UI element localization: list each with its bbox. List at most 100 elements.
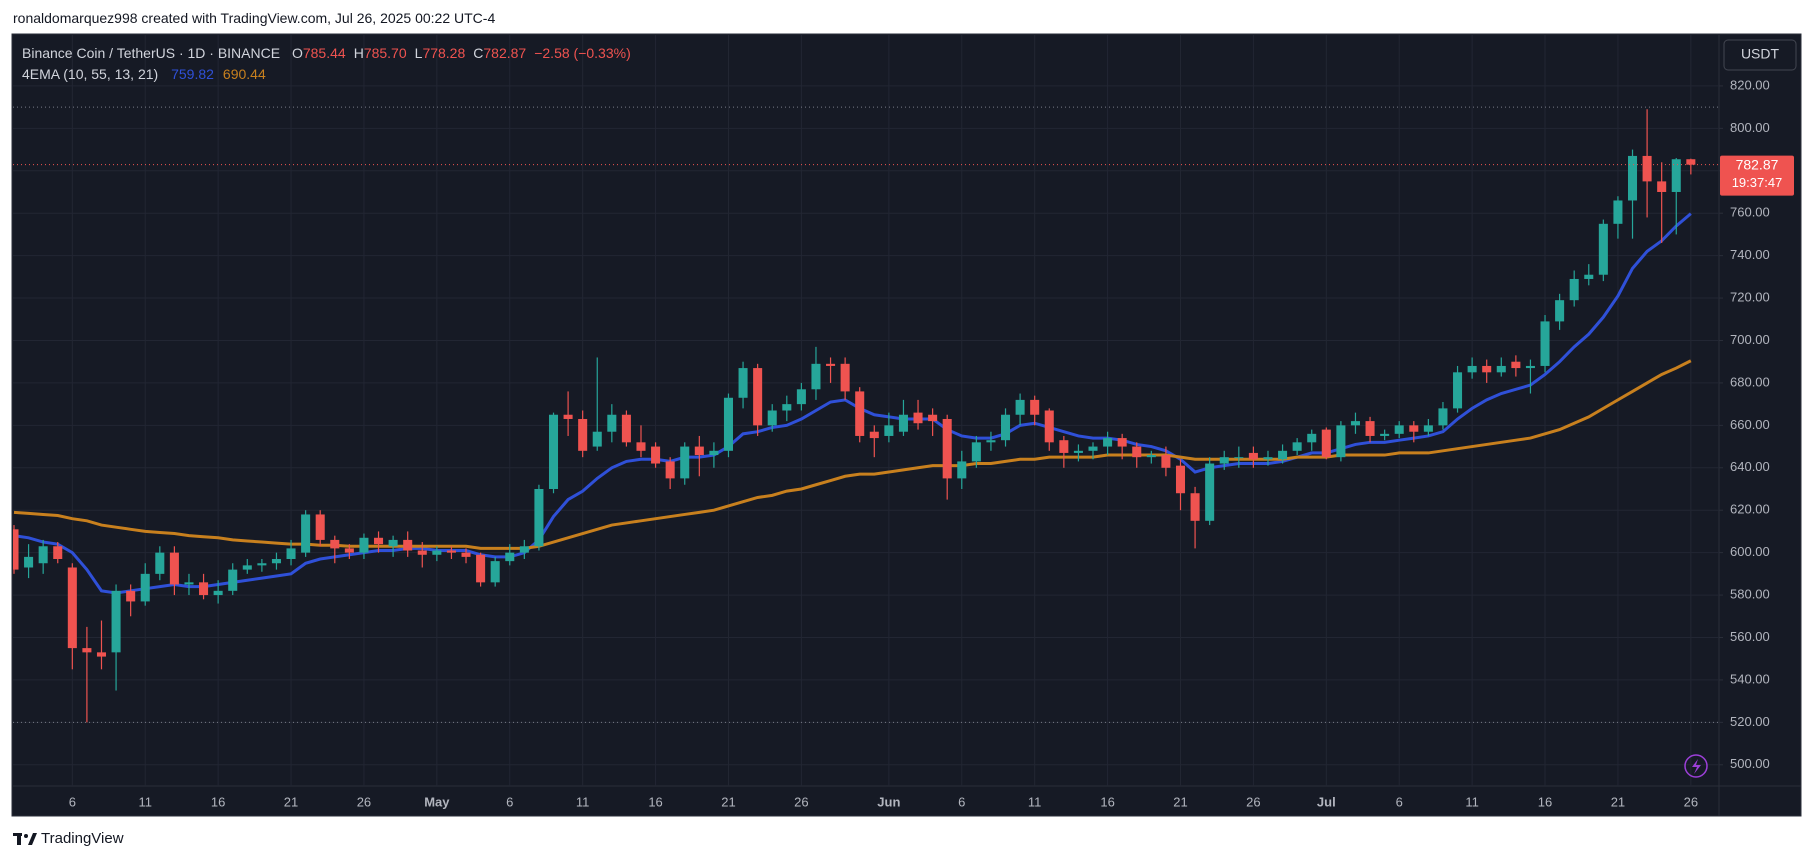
candle-body [986,440,996,443]
candle-body [928,414,938,422]
candle-body [1584,274,1594,279]
x-tick-label: 21 [721,794,735,809]
candle-body [1292,442,1302,451]
header: ronaldomarquez998 created with TradingVi… [13,10,496,26]
candle-body [169,552,179,585]
candle-body [1146,455,1156,458]
candle-body [1555,300,1565,322]
y-tick-label: 640.00 [1730,459,1770,474]
ohlc-value: 782.87 [483,45,527,61]
alert-icon[interactable] [1684,754,1708,778]
candle-body [680,446,690,479]
candle-body [1248,452,1258,460]
candle-body [1190,493,1200,521]
candle-body [111,590,121,653]
y-tick-label: 580.00 [1730,587,1770,602]
candle-body [1103,438,1113,447]
candle-body [782,404,792,411]
candle-body [738,368,748,398]
candle-body [1540,321,1550,366]
y-tick-label: 620.00 [1730,502,1770,517]
indicator-value: 690.44 [222,66,266,82]
x-tick-label: 11 [576,794,590,809]
axes: 500.00 520.00 540.00 560.00 580.00 600.00 620.… [69,77,1794,809]
candle-body [403,539,413,551]
candle-body [1059,440,1069,453]
x-tick-label: 6 [1396,794,1403,809]
candle-body [301,514,311,553]
legend-main: Binance Coin / TetherUS · 1D · BINANCE O… [22,45,633,61]
candle-body [563,414,573,419]
candle-body [796,389,806,405]
candle-body [1613,200,1623,224]
candle-body [1161,455,1171,468]
candle-body [898,414,908,432]
candle-body [1263,457,1273,460]
candle-body [1365,421,1375,436]
x-tick-label: 16 [1100,794,1114,809]
candle-body [811,363,821,390]
x-tick-label: Jul [1317,794,1336,809]
countdown-label: 19:37:47 [1732,175,1783,190]
x-tick-label: 6 [958,794,965,809]
candle-body [13,529,19,570]
candle-body [53,546,63,560]
candle-body [519,546,529,553]
x-tick-label: 11 [1028,794,1042,809]
candle-body [213,590,223,596]
currency-button[interactable] [1723,39,1797,71]
candle-body [636,442,646,451]
ohlc-value: 785.44 [302,45,346,61]
candle-body [1234,457,1244,459]
candle-body [826,363,836,366]
indicator-label: 4EMA (10, 55, 13, 21) [22,66,159,82]
candle-body [1073,450,1083,453]
candle-body [505,552,515,562]
y-tick-label: 680.00 [1730,374,1770,389]
candle-body [24,556,34,568]
x-tick-label: 6 [506,794,513,809]
x-tick-label: 16 [648,794,662,809]
candle-body [461,552,471,557]
x-tick-label: May [424,794,450,809]
candle-body [1117,438,1127,447]
ema-line [13,359,1692,550]
last-price-label: 782.87 [1736,156,1779,172]
candle-body [1001,414,1011,441]
candle-body [476,554,486,583]
candle-body [1380,433,1390,436]
candle-body [242,565,252,570]
candle-body [592,431,602,447]
y-tick-label: 560.00 [1730,629,1770,644]
indicator-value: 759.82 [171,66,214,82]
candle-body [38,546,48,564]
symbol-title: Binance Coin / TetherUS · 1D · BINANCE [22,45,281,61]
x-tick-label: 11 [1465,794,1479,809]
candle-body [1307,433,1317,443]
candle-body [359,537,369,553]
candle-body [1278,450,1288,460]
last-price-tag [1720,155,1794,196]
ohlc-key: O [291,45,303,61]
x-tick-label: 6 [69,794,76,809]
candle-body [184,582,194,585]
candle-body [1482,365,1492,373]
x-tick-label: Jun [877,794,900,809]
candle-body [286,548,296,560]
candle-body [1438,408,1448,426]
candle-body [1044,410,1054,443]
x-tick-label: 26 [1246,794,1260,809]
candle-body [709,450,719,456]
y-tick-label: 800.00 [1730,120,1770,135]
candle-body [1423,425,1433,432]
y-tick-label: 700.00 [1730,332,1770,347]
x-tick-label: 21 [1173,794,1187,809]
candle-body [723,397,733,451]
y-tick-label: 740.00 [1730,247,1770,262]
candle-body [490,561,500,583]
candle-body [1175,465,1186,494]
y-tick-label: 520.00 [1730,714,1770,729]
ohlc-key: H [353,45,364,61]
